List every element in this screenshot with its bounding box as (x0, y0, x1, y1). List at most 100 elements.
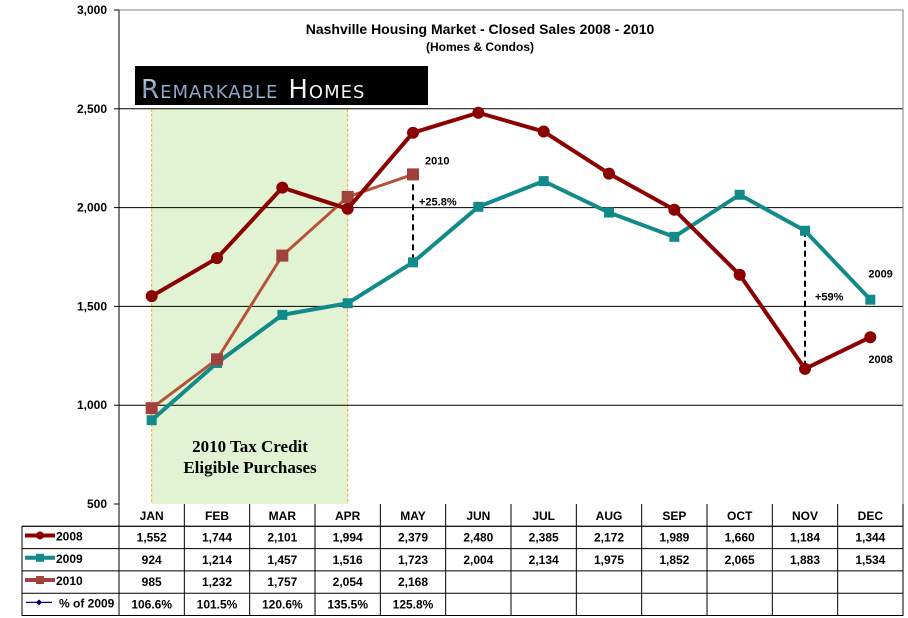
table-cell: 1,214 (202, 553, 232, 567)
y-tick-label: 1,500 (77, 299, 107, 313)
data-point (864, 331, 877, 344)
legend-key-2008 (25, 531, 55, 540)
table-cell: 924 (142, 553, 162, 567)
data-point (211, 252, 223, 265)
table-cell: 2,054 (333, 575, 363, 589)
data-point (145, 290, 158, 303)
data-point (342, 298, 353, 309)
y-tick-label: 1,000 (77, 398, 107, 412)
x-category-label: FEB (205, 509, 229, 523)
x-category-label: MAR (269, 509, 297, 523)
chart-subtitle: (Homes & Condos) (426, 40, 534, 54)
table-cell: 135.5% (327, 597, 368, 611)
chart-title: Nashville Housing Market - Closed Sales … (306, 21, 655, 37)
logo-text-homes: Homes (288, 75, 365, 105)
y-tick-label: 2,500 (77, 102, 107, 116)
table-cell: 2,480 (463, 530, 493, 544)
x-category-label: SEP (662, 509, 686, 523)
series-line-2009 (150, 179, 872, 422)
legend-key-2009 (25, 553, 55, 562)
table-cell: 1,184 (790, 530, 820, 544)
tax-credit-label-line2: Eligible Purchases (183, 458, 317, 477)
table-cell: 120.6% (262, 597, 303, 611)
legend-marker (36, 553, 44, 562)
table-cell: 1,994 (333, 530, 363, 544)
annotation-nov-pct: +59% (815, 292, 844, 304)
table-cell: 1,344 (855, 530, 885, 544)
annotation-2010-label: 2010 (425, 155, 449, 167)
table-cell: 125.8% (393, 597, 434, 611)
y-tick-label: 500 (87, 497, 107, 511)
logo-text: Remarkable Homes (141, 75, 365, 105)
table-cell: 2,134 (529, 553, 559, 567)
data-point (276, 249, 289, 262)
logo-background (135, 66, 428, 105)
table-cell: 1,989 (659, 530, 689, 544)
data-point (341, 190, 354, 203)
annotation-2009-label: 2009 (868, 269, 892, 281)
table-cell: 1,723 (398, 553, 428, 567)
data-point (734, 189, 745, 200)
x-category-label: AUG (596, 509, 623, 523)
table-cell: 1,232 (202, 575, 232, 589)
data-point (341, 202, 354, 215)
x-category-label: JAN (140, 509, 164, 523)
table-cell: 101.5% (197, 597, 238, 611)
logo-text-remarkable: Remarkable (141, 75, 278, 105)
data-table: JAN FEB MAR APR MAY JUN JUL AUG SEP OCT NOV DEC 2008… (21, 504, 904, 616)
legend-label: 2010 (56, 574, 83, 588)
table-cell: 1,660 (725, 530, 755, 544)
legend-marker (36, 576, 44, 585)
x-category-label: APR (335, 509, 361, 523)
table-cell: 1,852 (659, 553, 689, 567)
data-point (603, 167, 615, 180)
data-point (538, 176, 549, 187)
y-axis-ticks: 500 1,000 1,500 2,000 2,500 3,000 (77, 3, 119, 511)
series-2009 (146, 176, 876, 426)
x-category-label: JUL (532, 509, 555, 523)
series-layer (145, 106, 877, 426)
data-point (669, 231, 680, 242)
data-point (277, 309, 288, 320)
table-cell: 1,744 (202, 530, 232, 544)
x-category-label: MAY (400, 509, 426, 523)
x-category-label: DEC (858, 509, 884, 523)
data-point (668, 203, 681, 216)
table-cell: 2,172 (594, 530, 624, 544)
data-point (537, 125, 550, 138)
x-category-label: NOV (792, 509, 818, 523)
series-2008 (145, 106, 877, 375)
table-cell: 2,065 (725, 553, 755, 567)
legend-label: 2009 (56, 552, 83, 566)
series-line-2008 (150, 110, 872, 371)
data-point (145, 402, 158, 415)
table-cell: 106.6% (131, 597, 172, 611)
legend-key-% of 2009 (26, 599, 52, 606)
data-point (146, 415, 157, 426)
data-point (211, 353, 223, 366)
data-point (800, 225, 810, 236)
table-cell: 985 (142, 575, 162, 589)
table-cell: 2,101 (267, 530, 297, 544)
table-cell: 2,004 (463, 553, 493, 567)
legend-label: 2008 (56, 529, 83, 543)
table-cell: 2,385 (529, 530, 559, 544)
legend-marker (36, 531, 44, 540)
data-point (276, 181, 289, 194)
data-point (408, 257, 418, 268)
table-cell: 1,534 (855, 553, 885, 567)
data-point (604, 207, 614, 218)
table-cell: 2,168 (398, 575, 428, 589)
y-tick-label: 2,000 (77, 201, 107, 215)
table-cell: 1,883 (790, 553, 820, 567)
table-cell: 1,975 (594, 553, 624, 567)
legend-key-2010 (25, 576, 55, 585)
data-point (865, 294, 876, 305)
data-point (407, 168, 419, 181)
table-cell: 2,379 (398, 530, 428, 544)
data-point (407, 126, 419, 139)
legend-label: % of 2009 (59, 596, 115, 610)
x-category-label: JUN (466, 509, 490, 523)
y-tick-label: 3,000 (77, 3, 107, 17)
